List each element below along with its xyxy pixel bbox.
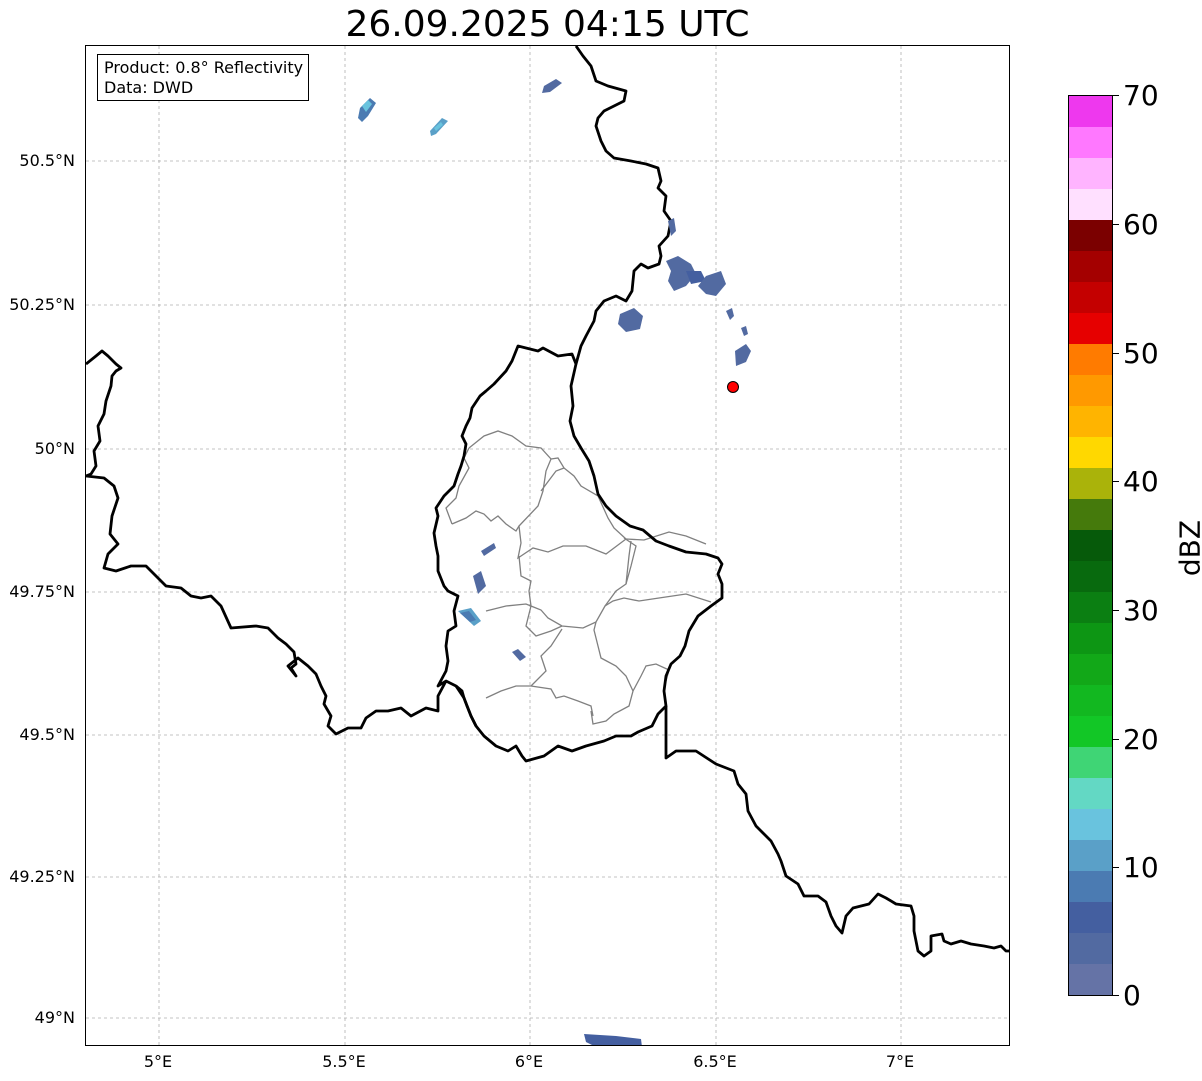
colorbar-tick [1113,224,1119,225]
colorbar-segment [1069,592,1112,623]
colorbar-label: 10 [1123,851,1159,884]
colorbar-segment [1069,127,1112,158]
colorbar [1068,95,1113,996]
product-label: Product: 0.8° Reflectivity [104,58,304,77]
colorbar-label: 70 [1123,79,1159,112]
colorbar-segment [1069,406,1112,437]
colorbar-segment [1069,778,1112,809]
colorbar-tick [1113,995,1119,996]
colorbar-segment [1069,220,1112,251]
lat-label: 50.5°N [19,151,75,170]
graticule [86,46,1009,1045]
map-canvas [86,46,1009,1045]
colorbar-unit-label: dBZ [1173,519,1202,577]
colorbar-segment [1069,561,1112,592]
colorbar-segment [1069,158,1112,189]
lon-label: 7°E [885,1052,915,1071]
colorbar-segment [1069,375,1112,406]
colorbar-segment [1069,654,1112,685]
colorbar-label: 60 [1123,208,1159,241]
colorbar-label: 40 [1123,465,1159,498]
colorbar-tick [1113,95,1119,96]
lat-label: 49°N [34,1008,75,1027]
colorbar-tick [1113,481,1119,482]
colorbar-label: 0 [1123,979,1141,1012]
lon-label: 5.5°E [322,1052,366,1071]
colorbar-segment [1069,871,1112,902]
lon-label: 5°E [143,1052,173,1071]
map-title: 26.09.2025 04:15 UTC [345,4,750,45]
lat-label: 49.75°N [9,582,75,601]
colorbar-segment [1069,685,1112,716]
colorbar-segment [1069,933,1112,964]
info-box: Product: 0.8° Reflectivity Data: DWD [97,54,310,101]
colorbar-label: 30 [1123,594,1159,627]
colorbar-segment [1069,840,1112,871]
map-area[interactable] [85,45,1010,1046]
colorbar-tick [1113,867,1119,868]
colorbar-segment [1069,282,1112,313]
lat-label: 50°N [34,439,75,458]
colorbar-tick [1113,353,1119,354]
lat-label: 49.5°N [19,725,75,744]
colorbar-segment [1069,313,1112,344]
lon-label: 6.5°E [693,1052,737,1071]
colorbar-segment [1069,902,1112,933]
colorbar-tick [1113,739,1119,740]
colorbar-segment [1069,344,1112,375]
colorbar-segment [1069,437,1112,468]
colorbar-segment [1069,189,1112,220]
colorbar-segment [1069,468,1112,499]
colorbar-segment [1069,499,1112,530]
lon-label: 6°E [514,1052,544,1071]
colorbar-tick [1113,610,1119,611]
colorbar-segment [1069,623,1112,654]
data-source-label: Data: DWD [104,78,194,97]
colorbar-segment [1069,251,1112,282]
colorbar-segment [1069,96,1112,127]
colorbar-label: 20 [1123,723,1159,756]
reflectivity-echoes [358,79,751,1045]
colorbar-segment [1069,964,1112,995]
lat-label: 50.25°N [9,295,75,314]
colorbar-segment [1069,809,1112,840]
colorbar-segment [1069,530,1112,561]
radar-site-marker[interactable] [727,381,739,393]
lat-label: 49.25°N [9,867,75,886]
national-borders [86,46,1009,958]
colorbar-label: 50 [1123,337,1159,370]
colorbar-segment [1069,747,1112,778]
colorbar-segment [1069,716,1112,747]
canton-boundaries [445,430,712,725]
